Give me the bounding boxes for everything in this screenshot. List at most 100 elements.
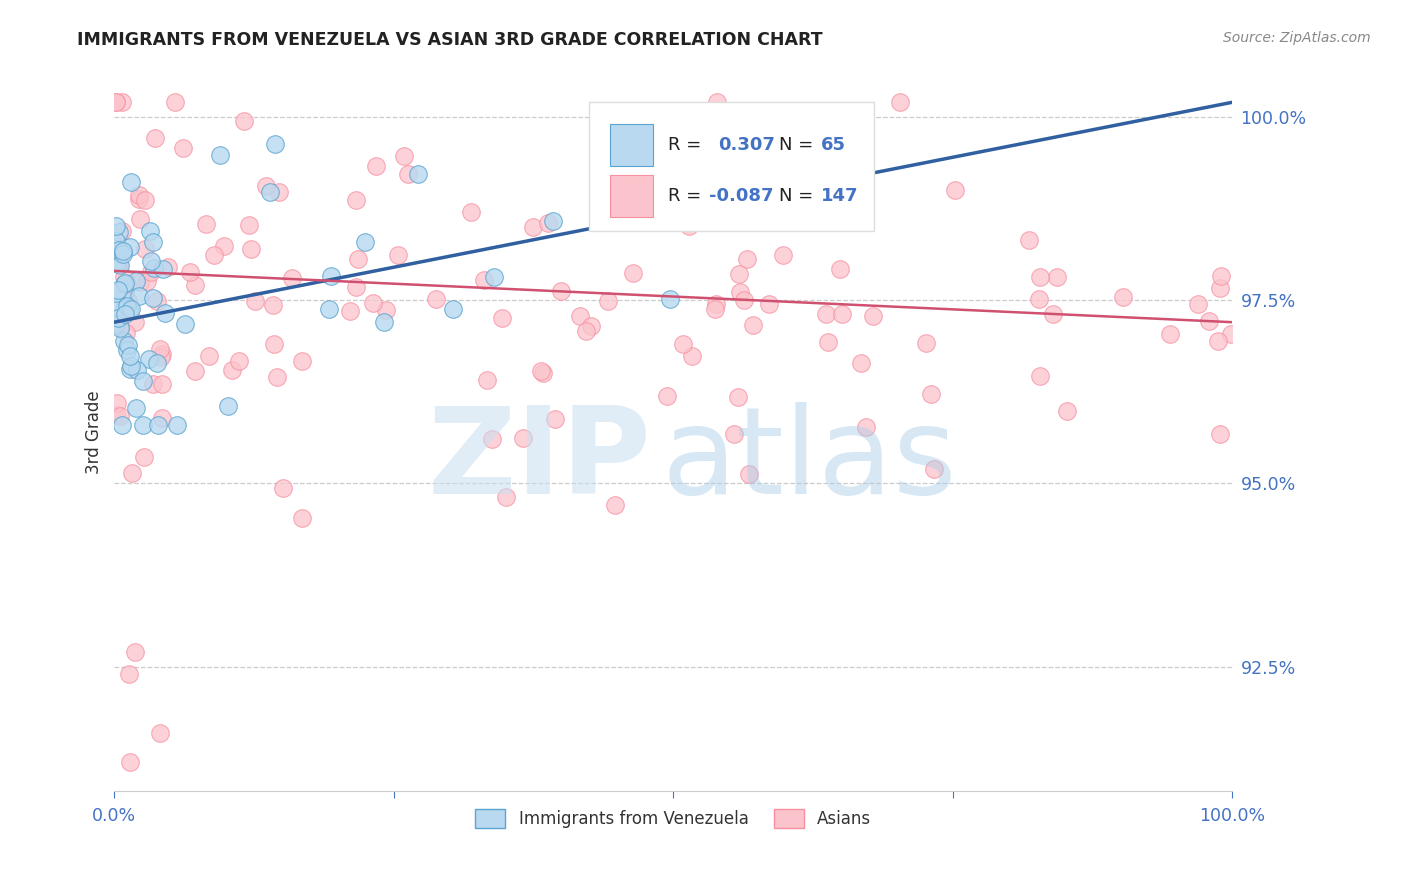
Point [108, 258, 131, 272]
Point [481, 432, 503, 446]
Point [132, 374, 155, 388]
Point [1159, 326, 1181, 341]
Point [115, 343, 138, 357]
Point [374, 303, 396, 318]
Point [105, 285, 128, 300]
Point [150, 411, 173, 425]
Point [319, 268, 342, 283]
Point [1219, 326, 1241, 341]
Point [392, 149, 415, 163]
Point [146, 417, 169, 432]
Point [111, 224, 134, 238]
Point [142, 377, 165, 392]
Point [150, 377, 173, 392]
Point [915, 335, 938, 350]
Point [149, 342, 172, 356]
Point [152, 261, 174, 276]
Point [579, 318, 602, 333]
FancyBboxPatch shape [589, 102, 875, 231]
Point [104, 234, 127, 248]
Point [704, 161, 727, 175]
Point [115, 299, 138, 313]
Point [120, 302, 142, 317]
Point [114, 285, 136, 300]
Point [111, 417, 134, 432]
Text: -0.087: -0.087 [709, 187, 773, 205]
Point [495, 490, 517, 504]
Point [361, 296, 384, 310]
Y-axis label: 3rd Grade: 3rd Grade [86, 391, 103, 474]
Point [143, 131, 166, 145]
Point [184, 278, 207, 293]
Point [387, 247, 409, 261]
Point [118, 303, 141, 318]
Point [678, 219, 700, 233]
Point [120, 175, 142, 189]
FancyBboxPatch shape [610, 175, 654, 217]
Point [166, 417, 188, 432]
Point [105, 256, 128, 270]
Point [1209, 281, 1232, 295]
Point [240, 242, 263, 256]
Point [269, 185, 291, 199]
Point [924, 461, 946, 475]
Point [541, 213, 564, 227]
Point [165, 95, 187, 110]
Point [112, 247, 135, 261]
Point [112, 334, 135, 349]
Point [727, 390, 749, 404]
Point [512, 431, 534, 445]
Point [537, 216, 560, 230]
Point [1198, 314, 1220, 328]
Point [134, 194, 156, 208]
Point [614, 156, 637, 170]
Point [114, 307, 136, 321]
Point [373, 315, 395, 329]
Point [117, 337, 139, 351]
Point [737, 467, 759, 482]
Point [1209, 426, 1232, 441]
Point [815, 307, 838, 321]
Point [172, 141, 194, 155]
Point [271, 482, 294, 496]
Point [197, 349, 219, 363]
Point [603, 498, 626, 512]
Point [728, 285, 751, 300]
Point [550, 284, 572, 298]
Point [228, 353, 250, 368]
Point [150, 347, 173, 361]
Point [522, 220, 544, 235]
Point [120, 240, 142, 254]
Point [737, 252, 759, 266]
Point [658, 292, 681, 306]
Point [142, 235, 165, 250]
Point [664, 195, 686, 210]
Point [139, 265, 162, 279]
Point [596, 294, 619, 309]
Text: Source: ZipAtlas.com: Source: ZipAtlas.com [1223, 31, 1371, 45]
Point [344, 193, 367, 207]
Point [233, 113, 256, 128]
Point [132, 450, 155, 465]
Point [655, 115, 678, 129]
Point [107, 284, 129, 298]
Point [1042, 308, 1064, 322]
Point [727, 267, 749, 281]
Text: 65: 65 [821, 136, 846, 153]
Point [221, 363, 243, 377]
Point [104, 219, 127, 233]
Point [889, 95, 911, 110]
Point [644, 145, 666, 159]
Point [105, 396, 128, 410]
Point [339, 304, 361, 318]
Point [114, 276, 136, 290]
Text: N =: N = [779, 187, 814, 205]
Point [758, 297, 780, 311]
Text: IMMIGRANTS FROM VENEZUELA VS ASIAN 3RD GRADE CORRELATION CHART: IMMIGRANTS FROM VENEZUELA VS ASIAN 3RD G… [77, 31, 823, 49]
Point [460, 204, 482, 219]
Point [194, 218, 217, 232]
Point [128, 188, 150, 202]
Point [482, 270, 505, 285]
Point [138, 223, 160, 237]
Point [104, 95, 127, 110]
